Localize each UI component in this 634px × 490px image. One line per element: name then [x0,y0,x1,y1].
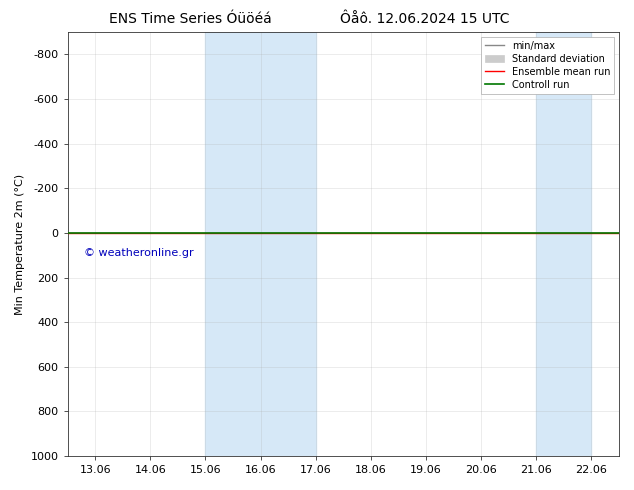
Y-axis label: Min Temperature 2m (°C): Min Temperature 2m (°C) [15,173,25,315]
Legend: min/max, Standard deviation, Ensemble mean run, Controll run: min/max, Standard deviation, Ensemble me… [481,37,614,94]
Text: © weatheronline.gr: © weatheronline.gr [84,247,194,258]
Bar [205,32,316,456]
Text: Ôåô. 12.06.2024 15 UTC: Ôåô. 12.06.2024 15 UTC [340,12,510,26]
Text: ENS Time Series Óüöéá: ENS Time Series Óüöéá [109,12,271,26]
Bar [536,32,592,456]
